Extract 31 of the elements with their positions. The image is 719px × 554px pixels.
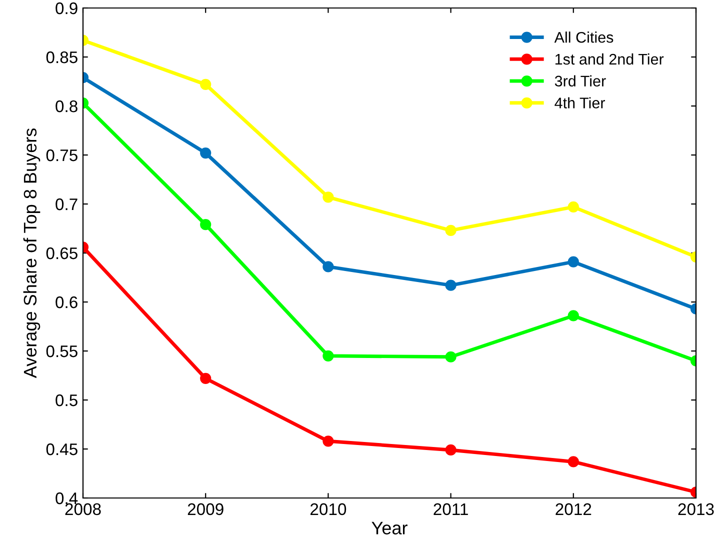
y-tick-label: 0.55 (46, 345, 78, 358)
legend-label: 3rd Tier (554, 75, 606, 87)
point (445, 444, 456, 456)
point (445, 224, 456, 236)
y-tick-label: 0.7 (56, 198, 78, 210)
point (322, 192, 334, 203)
y-tick-label: 0.8 (56, 100, 78, 112)
x-axis-title: Year (372, 522, 408, 534)
legend-label: 1st and 2nd Tier (555, 53, 664, 65)
y-axis-title: Average Share of Top 8 Buyers (23, 128, 40, 378)
point (445, 351, 456, 362)
y-tick-label: 0.65 (46, 247, 78, 260)
x-tick-label: 2011 (434, 503, 468, 516)
point (322, 350, 334, 362)
x-tick-label: 2008 (65, 503, 101, 516)
point (445, 280, 456, 291)
y-tick-label: 0.45 (46, 443, 78, 456)
y-tick-label: 0.4 (56, 492, 78, 504)
x-tick-label: 2012 (556, 503, 592, 516)
legend-label: 4th Tier (554, 97, 606, 108)
y-tick-label: 0.75 (46, 149, 78, 162)
x-tick-label: 2013 (678, 503, 714, 516)
y-tick-label: 0.9 (56, 2, 78, 14)
point (322, 436, 334, 447)
y-tick-label: 0.6 (56, 296, 78, 308)
x-tick-label: 2009 (188, 503, 224, 516)
x-tick-label: 2010 (310, 503, 346, 516)
legend-label: All Cities (554, 32, 614, 43)
point (322, 261, 334, 272)
y-tick-label: 0.5 (56, 394, 78, 406)
y-tick-label: 0.85 (46, 51, 78, 64)
